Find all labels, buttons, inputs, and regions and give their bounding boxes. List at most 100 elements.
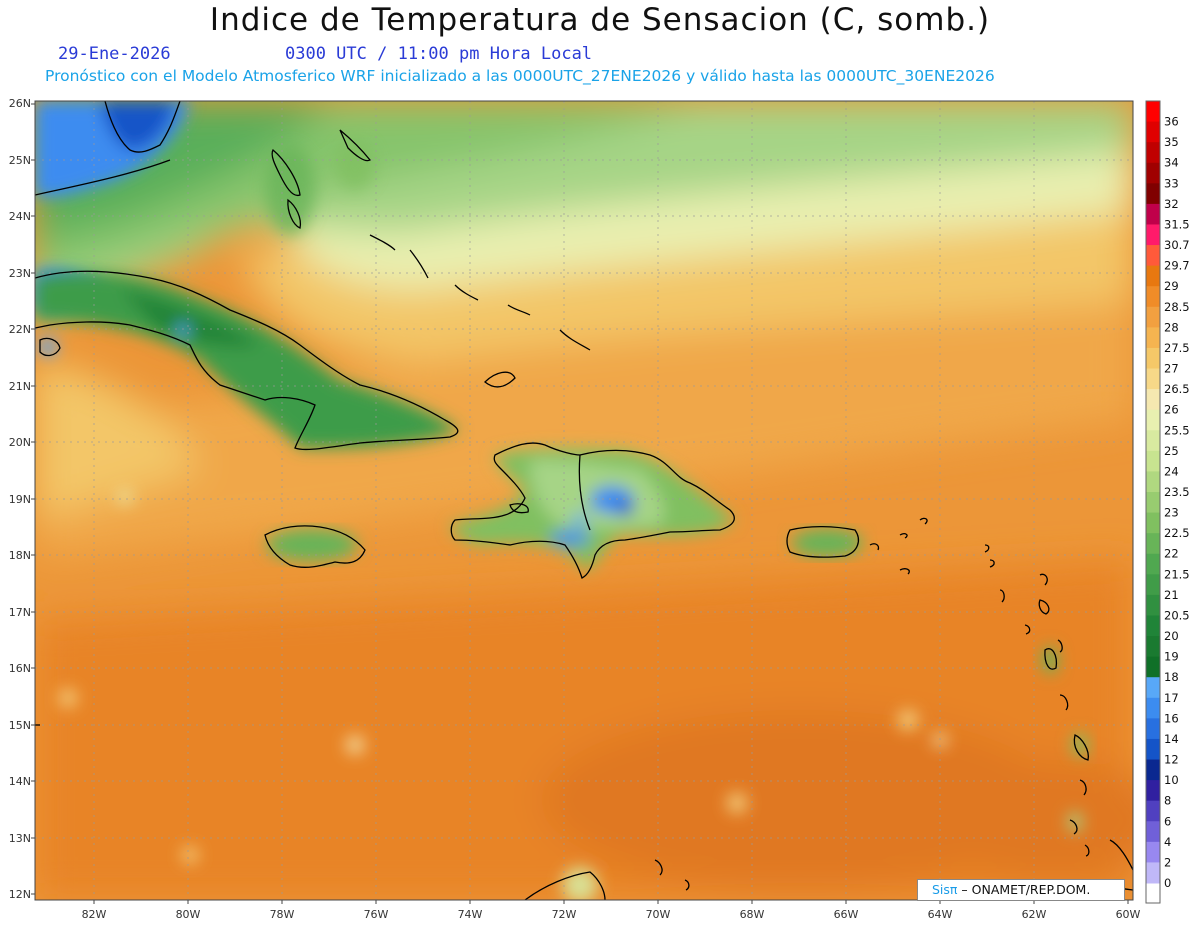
colorbar-label: 24: [1164, 464, 1179, 478]
colorbar-swatch: [1146, 101, 1160, 123]
colorbar-swatch: [1146, 265, 1160, 287]
colorbar-swatch: [1146, 471, 1160, 493]
lon-axis-labels: 82W 80W 78W 76W 74W 72W 70W 68W 66W 64W …: [82, 908, 1141, 921]
colorbar-swatch: [1146, 450, 1160, 472]
colorbar-swatch: [1146, 409, 1160, 431]
lon-label: 60W: [1116, 908, 1141, 921]
colorbar-label: 8: [1164, 794, 1171, 808]
colorbar-label: 31.5: [1164, 217, 1190, 231]
colorbar-label: 6: [1164, 814, 1171, 828]
colorbar-swatch: [1146, 821, 1160, 843]
lat-label: 24N: [9, 210, 31, 223]
colorbar-swatch: [1146, 183, 1160, 205]
colorbar-label: 34: [1164, 156, 1179, 170]
colorbar-label: 12: [1164, 753, 1179, 767]
lon-label: 72W: [552, 908, 577, 921]
lon-label: 76W: [364, 908, 389, 921]
lat-label: 21N: [9, 380, 31, 393]
colorbar-swatch: [1146, 841, 1160, 863]
colorbar-swatch: [1146, 203, 1160, 225]
lat-label: 15N: [9, 719, 31, 732]
colorbar-label: 29.7: [1164, 259, 1190, 273]
colorbar-label: 20: [1164, 629, 1179, 643]
colorbar-swatch: [1146, 738, 1160, 761]
colorbar-label: 21: [1164, 588, 1179, 602]
sistpi-logo: Sisπ: [932, 882, 958, 897]
map-frame: [34, 100, 1134, 901]
model-info-line: Pronóstico con el Modelo Atmosferico WRF…: [45, 67, 995, 85]
colorbar: 363534333231.530.729.72928.52827.52726.5…: [1145, 100, 1190, 904]
colorbar-label: 33: [1164, 176, 1179, 190]
colorbar-label: 22: [1164, 547, 1179, 561]
colorbar-label: 25: [1164, 444, 1179, 458]
lat-label: 23N: [9, 267, 31, 280]
colorbar-swatch: [1146, 718, 1160, 740]
lat-label: 25N: [9, 154, 31, 167]
colorbar-label: 23: [1164, 506, 1179, 520]
lat-label: 16N: [9, 662, 31, 675]
colorbar-swatch: [1146, 492, 1160, 514]
lon-label: 78W: [270, 908, 295, 921]
valid-date: 29-Ene-2026: [58, 44, 171, 64]
lat-label: 22N: [9, 323, 31, 336]
colorbar-swatch: [1146, 594, 1160, 616]
colorbar-label: 2: [1164, 855, 1171, 869]
colorbar-swatch: [1146, 142, 1160, 164]
axis-ticks: [31, 103, 1129, 904]
colorbar-swatch: [1146, 512, 1160, 534]
colorbar-swatch: [1146, 327, 1160, 349]
credit-org: – ONAMET/REP.DOM.: [957, 882, 1091, 897]
lat-label: 14N: [9, 775, 31, 788]
lat-label: 26N: [9, 97, 31, 110]
temperature-field: [35, 101, 1133, 900]
colorbar-swatch: [1146, 553, 1160, 575]
colorbar-swatch: [1146, 759, 1160, 781]
colorbar-label: 19: [1164, 650, 1179, 664]
colorbar-swatch: [1146, 677, 1160, 699]
colorbar-swatch: [1146, 347, 1160, 370]
colorbar-label: 25.5: [1164, 423, 1190, 437]
lat-label: 17N: [9, 606, 31, 619]
colorbar-frame: [1145, 100, 1161, 904]
lon-label: 64W: [928, 908, 953, 921]
lon-label: 68W: [740, 908, 765, 921]
lon-label: 62W: [1022, 908, 1047, 921]
colorbar-label: 17: [1164, 691, 1179, 705]
colorbar-label: 16: [1164, 711, 1179, 725]
colorbar-label: 32: [1164, 197, 1179, 211]
colorbar-swatch: [1146, 615, 1160, 637]
lon-label: 80W: [176, 908, 201, 921]
colorbar-swatch: [1146, 697, 1160, 719]
colorbar-label: 18: [1164, 670, 1179, 684]
colorbar-swatch: [1146, 121, 1160, 143]
colorbar-label: 14: [1164, 732, 1179, 746]
colorbar-swatch: [1146, 306, 1160, 328]
colorbar-label: 10: [1164, 773, 1179, 787]
colorbar-swatch: [1146, 430, 1160, 452]
lat-axis-labels: 26N 25N 24N 23N 22N 21N 20N 19N 18N 17N …: [9, 97, 31, 901]
colorbar-swatch: [1146, 245, 1160, 267]
credit-box: Sisπ – ONAMET/REP.DOM.: [917, 879, 1125, 901]
lat-label: 19N: [9, 493, 31, 506]
colorbar-label: 30.7: [1164, 238, 1190, 252]
colorbar-swatch: [1146, 636, 1160, 658]
colorbar-swatch: [1146, 574, 1160, 596]
valid-date-line: 29-Ene-2026 0300 UTC / 11:00 pm Hora Loc…: [58, 44, 592, 64]
colorbar-swatch: [1146, 368, 1160, 390]
lat-label: 12N: [9, 888, 31, 901]
colorbar-label: 21.5: [1164, 567, 1190, 581]
colorbar-swatch: [1146, 286, 1160, 308]
colorbar-label: 0: [1164, 876, 1171, 890]
lon-label: 70W: [646, 908, 671, 921]
colorbar-label: 20.5: [1164, 608, 1190, 622]
colorbar-label: 28.5: [1164, 300, 1190, 314]
colorbar-swatch: [1146, 224, 1160, 246]
colorbar-swatch: [1146, 656, 1160, 678]
lon-label: 66W: [834, 908, 859, 921]
colorbar-swatch: [1146, 800, 1160, 822]
colorbar-label: 26: [1164, 403, 1179, 417]
colorbar-label: 27: [1164, 362, 1179, 376]
lat-label: 18N: [9, 549, 31, 562]
colorbar-swatch: [1146, 389, 1160, 411]
